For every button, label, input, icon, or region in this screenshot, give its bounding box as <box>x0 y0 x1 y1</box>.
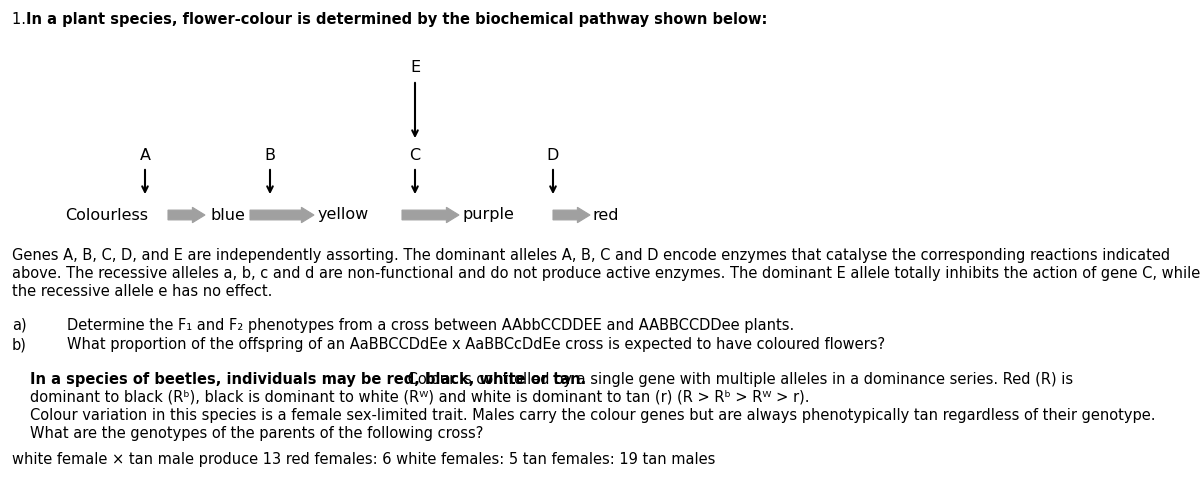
Text: Genes A, B, C, D, and E are independently assorting. The dominant alleles A, B, : Genes A, B, C, D, and E are independentl… <box>12 248 1170 263</box>
Text: red: red <box>593 207 619 223</box>
Text: B: B <box>264 147 276 163</box>
Text: Colour is controlled by a single gene with multiple alleles in a dominance serie: Colour is controlled by a single gene wi… <box>403 372 1074 387</box>
Text: Colourless: Colourless <box>65 207 148 223</box>
Text: blue: blue <box>210 207 245 223</box>
Text: a): a) <box>12 318 26 333</box>
Text: b): b) <box>12 337 26 352</box>
Text: C: C <box>409 147 420 163</box>
FancyArrow shape <box>553 207 590 223</box>
Text: purple: purple <box>463 207 515 223</box>
Text: dominant to black (Rᵇ), black is dominant to white (Rᵂ) and white is dominant to: dominant to black (Rᵇ), black is dominan… <box>30 390 810 405</box>
Text: the recessive allele e has no effect.: the recessive allele e has no effect. <box>12 284 272 299</box>
FancyArrow shape <box>250 207 314 223</box>
Text: Determine the F₁ and F₂ phenotypes from a cross between AAbbCCDDEE and AABBCCDDe: Determine the F₁ and F₂ phenotypes from … <box>67 318 794 333</box>
Text: A: A <box>139 147 150 163</box>
Text: 1.: 1. <box>12 12 31 27</box>
Text: E: E <box>410 61 420 75</box>
Text: white female × tan male produce 13 red females: 6 white females: 5 tan females: : white female × tan male produce 13 red f… <box>12 452 715 467</box>
Text: Colour variation in this species is a female sex-limited trait. Males carry the : Colour variation in this species is a fe… <box>30 408 1156 423</box>
FancyArrow shape <box>402 207 458 223</box>
Text: What are the genotypes of the parents of the following cross?: What are the genotypes of the parents of… <box>30 426 484 441</box>
Text: above. The recessive alleles a, b, c and d are non-functional and do not produce: above. The recessive alleles a, b, c and… <box>12 266 1200 281</box>
Text: In a plant species, flower-colour is determined by the biochemical pathway shown: In a plant species, flower-colour is det… <box>26 12 767 27</box>
Text: In a species of beetles, individuals may be red, black, white or tan.: In a species of beetles, individuals may… <box>30 372 587 387</box>
Text: yellow: yellow <box>318 207 370 223</box>
Text: D: D <box>547 147 559 163</box>
Text: What proportion of the offspring of an AaBBCCDdEe x AaBBCcDdEe cross is expected: What proportion of the offspring of an A… <box>67 337 886 352</box>
FancyArrow shape <box>168 207 205 223</box>
